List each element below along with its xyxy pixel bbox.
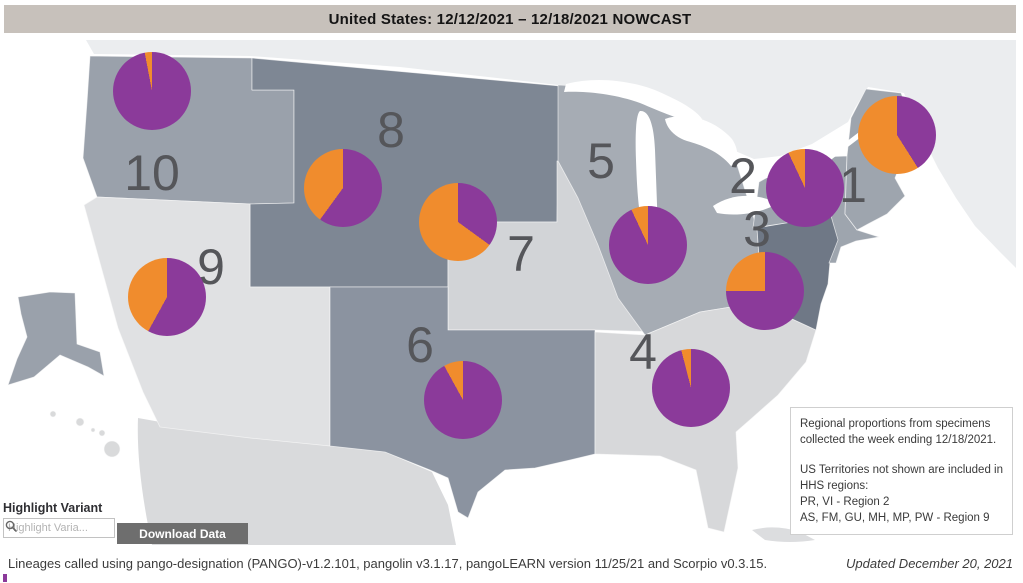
region-8-pie[interactable] bbox=[304, 149, 382, 227]
lake-michigan bbox=[635, 110, 658, 232]
hawaii-shape[interactable] bbox=[49, 410, 121, 458]
note-line: HHS regions: bbox=[799, 480, 869, 492]
page-title: United States: 12/12/2021 – 12/18/2021 N… bbox=[328, 10, 692, 28]
title-bar: United States: 12/12/2021 – 12/18/2021 N… bbox=[4, 5, 1016, 33]
canada-shape bbox=[86, 40, 1016, 268]
region-5-pie[interactable] bbox=[609, 206, 687, 284]
mexico-shape bbox=[137, 418, 456, 545]
note-line: US Territories not shown are included in bbox=[799, 464, 1003, 476]
note-line: AS, FM, GU, MH, MP, PW - Region 9 bbox=[799, 512, 990, 524]
search-icon[interactable] bbox=[4, 519, 18, 533]
highlight-variant-label: Highlight Variant bbox=[3, 501, 103, 515]
region-3-pie[interactable] bbox=[726, 252, 804, 330]
note-line: Regional proportions from specimens bbox=[799, 418, 991, 430]
region-1-pie[interactable] bbox=[858, 96, 936, 174]
alaska-shape[interactable] bbox=[7, 291, 105, 386]
region-9-pie[interactable] bbox=[128, 258, 206, 336]
note-box: Regional proportions from specimens coll… bbox=[789, 407, 1013, 535]
region-4-pie[interactable] bbox=[652, 349, 730, 427]
highlight-variant-input[interactable] bbox=[4, 522, 114, 534]
download-data-button[interactable]: Download Data bbox=[117, 523, 248, 544]
region-10-pie[interactable] bbox=[113, 52, 191, 130]
note-line: PR, VI - Region 2 bbox=[799, 496, 890, 508]
region-6-pie[interactable] bbox=[424, 361, 502, 439]
lake-superior bbox=[564, 79, 703, 122]
note-line: collected the week ending 12/18/2021. bbox=[799, 434, 997, 446]
region-7-pie[interactable] bbox=[419, 183, 497, 261]
legend-artifact bbox=[3, 574, 7, 582]
lineages-footnote: Lineages called using pango-designation … bbox=[8, 556, 768, 571]
region-2-pie[interactable] bbox=[766, 149, 844, 227]
note-gap bbox=[800, 448, 1003, 462]
cuba-shape bbox=[752, 527, 815, 542]
lake-huron bbox=[665, 116, 738, 166]
region-9-shape[interactable] bbox=[83, 196, 331, 447]
updated-date: Updated December 20, 2021 bbox=[846, 556, 1013, 571]
lake-erie bbox=[713, 195, 778, 215]
us-map: 1 2 3 4 5 6 7 8 9 10 Regional proportions from sp… bbox=[0, 40, 1023, 545]
highlight-variant-box bbox=[3, 518, 115, 538]
